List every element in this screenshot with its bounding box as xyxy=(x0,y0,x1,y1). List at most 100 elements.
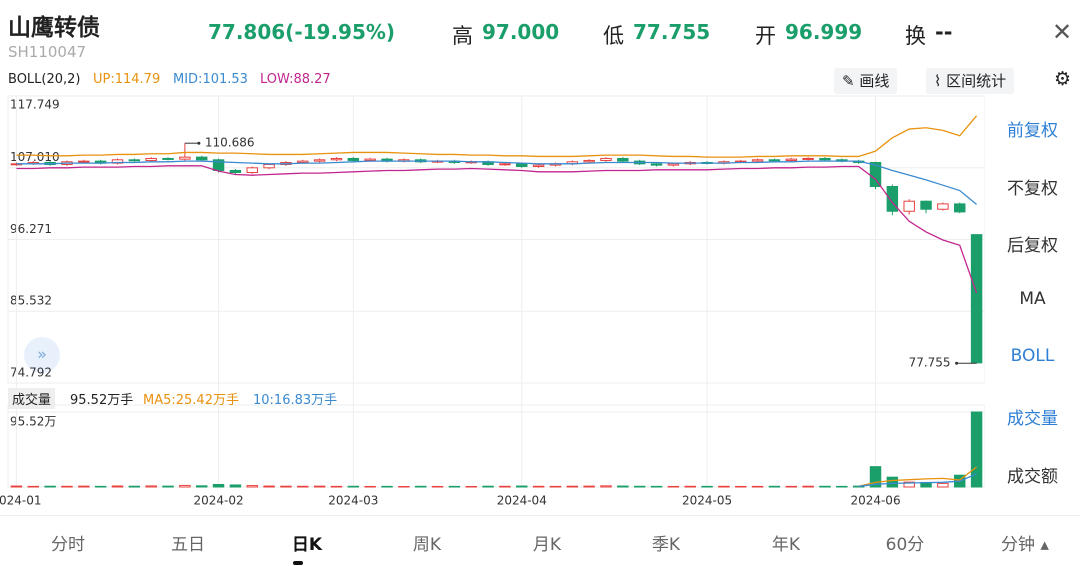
volume-bar xyxy=(532,485,545,488)
candle-body xyxy=(347,157,360,161)
boll-line xyxy=(16,160,977,205)
volume-bar xyxy=(802,485,814,488)
tab[interactable]: 分钟 ▴ xyxy=(1001,535,1049,555)
volume-bar xyxy=(297,485,309,488)
candle-body xyxy=(263,163,275,169)
volume-bar xyxy=(246,485,258,488)
candle-body xyxy=(583,159,595,163)
candle-body xyxy=(920,200,932,210)
volume-ma10: 10:16.83万手 xyxy=(253,393,338,408)
tab[interactable]: 五日 xyxy=(171,535,205,555)
candle-body xyxy=(330,157,343,161)
volume-bar xyxy=(162,485,174,488)
expand-icon: » xyxy=(37,345,47,364)
indicator-low: LOW:88.27 xyxy=(260,72,331,87)
annotation-dot xyxy=(955,361,959,365)
range-tool[interactable]: ⌇ 区间统计 xyxy=(926,68,1015,94)
volume-bar xyxy=(499,485,511,488)
candle-body xyxy=(751,159,764,162)
candle-body xyxy=(297,160,309,163)
candle-body xyxy=(802,157,814,160)
turnover-label: 换 xyxy=(905,24,926,48)
candle-body xyxy=(617,157,629,162)
volume-bar xyxy=(347,485,360,488)
y-tick-label: 85.532 xyxy=(10,294,52,308)
volume-bar xyxy=(970,411,983,488)
x-tick-label: 2024-04 xyxy=(497,494,547,508)
volume-bar xyxy=(566,485,579,488)
tab-indicator xyxy=(293,561,303,565)
candle-body xyxy=(364,158,376,161)
candle-body xyxy=(650,163,663,166)
price-change: 77.806(-19.95%) xyxy=(208,20,396,44)
side-item[interactable]: 前复权 xyxy=(1007,121,1058,141)
candle-body xyxy=(532,164,545,167)
volume-ma-line xyxy=(858,466,977,487)
volume-bar xyxy=(448,485,461,488)
boll-line xyxy=(16,115,978,158)
candle-body xyxy=(768,159,781,162)
side-item[interactable]: 不复权 xyxy=(1007,179,1058,199)
tab[interactable]: 年K xyxy=(771,535,801,555)
tab[interactable]: 周K xyxy=(412,535,442,555)
volume-bar xyxy=(27,485,39,488)
volume-bar xyxy=(78,485,90,488)
side-item[interactable]: 成交额 xyxy=(1007,467,1058,487)
low-value: 77.755 xyxy=(633,20,711,44)
volume-bar xyxy=(381,485,393,488)
close-button[interactable]: ✕ xyxy=(1052,18,1073,46)
volume-bar xyxy=(179,484,191,488)
volume-bar xyxy=(10,485,23,488)
volume-bar xyxy=(431,485,444,488)
tab[interactable]: 60分 xyxy=(885,535,925,555)
volume-bar xyxy=(229,484,242,488)
candle-body xyxy=(970,234,983,364)
y-tick-label: 107.010 xyxy=(10,150,60,164)
volume-bar xyxy=(617,485,629,488)
side-item[interactable]: 后复权 xyxy=(1007,236,1058,256)
expand-button[interactable] xyxy=(24,337,60,373)
tab[interactable]: 分时 xyxy=(51,535,85,555)
settings-icon[interactable]: ⚙ xyxy=(1054,68,1072,90)
annotation-dot xyxy=(197,141,201,145)
volume-bar xyxy=(667,485,680,488)
low-label: 低 xyxy=(603,24,624,48)
open-label: 开 xyxy=(755,24,776,48)
y-tick-label: 117.749 xyxy=(10,98,60,112)
tab[interactable]: 月K xyxy=(532,535,562,555)
high-label: 高 xyxy=(452,24,473,48)
candle-body xyxy=(819,157,831,161)
max-annotation: 110.686 xyxy=(205,136,255,150)
volume-bar xyxy=(650,485,663,488)
draw-tool[interactable]: ✎ 画线 xyxy=(834,68,898,94)
volume-bar xyxy=(280,485,292,488)
side-item[interactable]: MA xyxy=(1019,289,1046,309)
y-tick-label: 95.52万 xyxy=(10,415,56,429)
tab[interactable]: 日K xyxy=(291,535,323,555)
candle-body xyxy=(667,163,680,166)
code: SH110047 xyxy=(8,43,87,61)
candle-body xyxy=(937,203,949,210)
side-item[interactable]: BOLL xyxy=(1010,346,1055,366)
side-item[interactable]: 成交量 xyxy=(1007,409,1058,429)
tab-label: 分钟 xyxy=(1001,535,1036,555)
x-tick-label: 2024-03 xyxy=(328,494,378,508)
tab-divider xyxy=(0,515,1080,516)
chart: » 117.749 107.010 96.271 85.532 74.792 95.52万… xyxy=(0,95,985,508)
volume-bar xyxy=(735,485,747,488)
tab[interactable]: 季K xyxy=(651,535,681,555)
candle-body xyxy=(128,159,141,162)
candle-body xyxy=(162,157,174,160)
y-tick-label: 74.792 xyxy=(10,366,52,380)
min-annotation: 77.755 xyxy=(909,356,951,370)
volume-bar xyxy=(128,485,141,488)
candle-body xyxy=(313,159,326,162)
draw-tool-label: 画线 xyxy=(859,72,890,90)
candle-body xyxy=(516,163,528,167)
volume-bar xyxy=(263,485,275,488)
volume-bar xyxy=(111,485,124,488)
volume-bar xyxy=(313,485,326,488)
volume-frame xyxy=(7,404,985,488)
volume-name: 成交量 xyxy=(8,388,56,409)
candle-body xyxy=(179,156,191,160)
